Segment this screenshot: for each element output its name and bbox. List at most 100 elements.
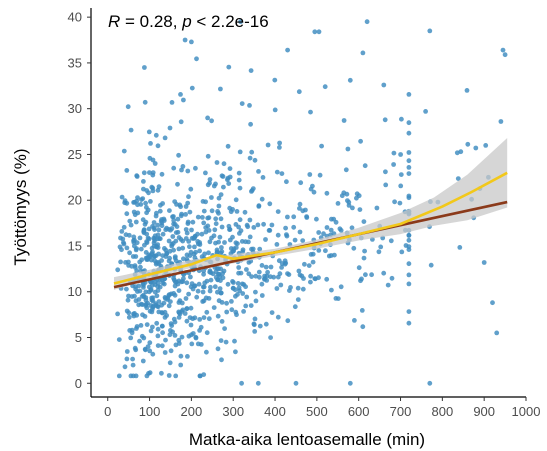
data-point <box>197 317 203 322</box>
data-point <box>184 230 190 236</box>
data-point <box>205 223 211 229</box>
data-point <box>314 216 319 222</box>
data-point <box>219 224 225 230</box>
data-point <box>248 121 254 127</box>
data-point <box>176 152 182 158</box>
data-point <box>115 311 120 317</box>
data-point <box>159 323 165 329</box>
y-tick-label: 15 <box>68 238 82 253</box>
data-point <box>349 225 355 231</box>
data-point <box>206 228 212 233</box>
data-point <box>316 230 322 235</box>
data-point <box>427 28 433 34</box>
data-point <box>201 271 207 277</box>
data-point <box>222 326 228 331</box>
y-tick-label: 25 <box>68 147 82 162</box>
data-point <box>269 222 275 228</box>
x-tick-label: 200 <box>181 404 203 419</box>
data-point <box>376 249 382 255</box>
data-point <box>159 223 165 229</box>
x-tick-label: 0 <box>104 404 111 419</box>
data-point <box>178 353 184 359</box>
data-point <box>142 242 147 248</box>
data-point <box>135 210 141 216</box>
data-point <box>238 19 244 25</box>
x-tick-label: 1000 <box>512 404 541 419</box>
data-point <box>253 289 258 295</box>
data-point <box>121 224 127 230</box>
data-point <box>244 267 249 272</box>
data-point <box>219 173 225 179</box>
data-point <box>237 185 243 191</box>
data-point <box>186 291 192 297</box>
data-point <box>166 258 172 264</box>
data-point <box>183 296 189 301</box>
data-point <box>272 77 278 83</box>
x-tick-label: 500 <box>306 404 328 419</box>
data-point <box>292 304 298 310</box>
data-point <box>163 254 169 259</box>
data-point <box>216 203 222 209</box>
data-point <box>201 220 207 226</box>
data-point <box>131 209 137 215</box>
data-point <box>180 164 186 169</box>
data-point <box>150 351 156 357</box>
data-point <box>406 320 412 326</box>
data-point <box>132 199 137 205</box>
data-point <box>163 337 168 343</box>
data-point <box>141 227 147 233</box>
data-point <box>286 272 292 277</box>
data-point <box>207 239 213 245</box>
data-point <box>159 171 165 177</box>
data-point <box>139 197 144 203</box>
data-point <box>184 306 190 312</box>
data-point <box>134 174 140 179</box>
data-point <box>268 274 273 280</box>
data-point <box>347 380 353 386</box>
data-point <box>124 286 129 292</box>
data-point <box>406 193 412 199</box>
data-point <box>201 208 207 214</box>
data-point <box>389 275 395 281</box>
data-point <box>324 225 330 230</box>
data-point <box>216 195 222 201</box>
data-point <box>133 298 139 304</box>
data-point <box>247 155 253 161</box>
data-point <box>282 261 288 267</box>
data-point <box>194 294 200 300</box>
data-point <box>362 163 368 169</box>
x-axis-ticks: 0 100 200 300 400 500 600 700 800 900 1000 <box>104 397 540 419</box>
data-point <box>300 208 306 214</box>
data-point <box>392 199 397 205</box>
data-point <box>206 215 212 221</box>
data-point <box>219 319 225 324</box>
data-point <box>279 171 285 177</box>
data-point <box>162 315 168 320</box>
data-point <box>168 348 174 354</box>
data-point <box>231 246 237 252</box>
data-point <box>312 29 318 35</box>
data-point <box>167 360 173 366</box>
data-point <box>143 289 149 295</box>
data-point <box>399 249 405 255</box>
data-point <box>256 169 261 174</box>
data-point <box>195 214 201 220</box>
data-point <box>283 225 288 231</box>
data-point <box>265 142 271 148</box>
data-point <box>308 109 313 115</box>
data-point <box>141 179 146 184</box>
data-point <box>146 190 151 196</box>
y-tick-label: 5 <box>75 330 82 345</box>
data-point <box>130 356 136 362</box>
data-point <box>145 207 151 213</box>
data-point <box>344 191 350 197</box>
data-point <box>362 248 367 254</box>
data-point <box>156 299 162 304</box>
data-point <box>144 239 150 245</box>
data-point <box>166 373 172 378</box>
data-point <box>162 135 168 141</box>
data-point <box>159 370 164 376</box>
data-point <box>179 334 185 340</box>
data-point <box>481 260 487 265</box>
data-point <box>239 380 245 386</box>
